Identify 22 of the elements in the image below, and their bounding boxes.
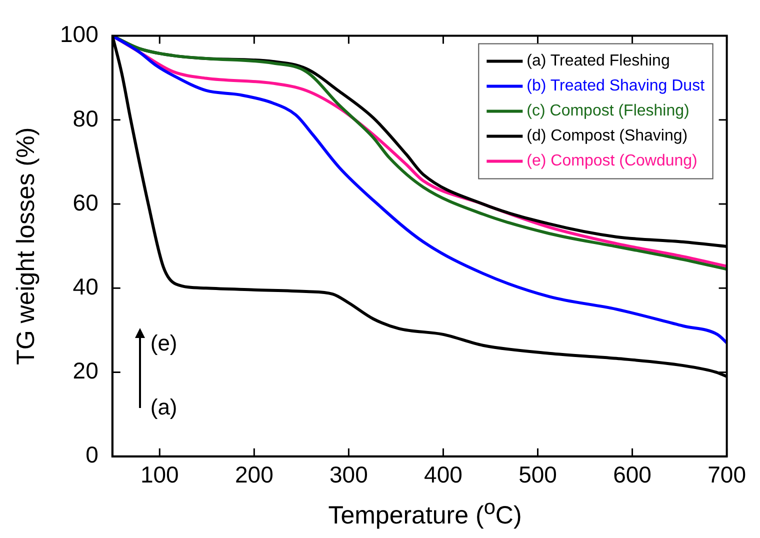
legend-label: (e) Compost (Cowdung) (526, 152, 698, 170)
x-tick-label: 200 (234, 462, 274, 488)
x-tick-label: 700 (708, 462, 746, 488)
y-tick-label: 40 (72, 274, 98, 300)
x-tick-label: 600 (613, 462, 652, 488)
legend-label: (a) Treated Fleshing (526, 52, 670, 70)
x-tick-label: 300 (330, 462, 368, 488)
y-tick-label: 80 (72, 105, 98, 132)
annotation: (e) (150, 330, 178, 356)
x-tick-label: 500 (518, 462, 557, 488)
legend-label: (d) Compost (Shaving) (526, 128, 688, 145)
annotation: (a) (150, 394, 178, 420)
legend-label: (b) Treated Shaving Dust (526, 78, 706, 95)
x-tick-label: 100 (140, 462, 179, 488)
y-axis-title: TG weight losses (%) (12, 127, 40, 365)
legend-label: (c) Compost (Fleshing) (526, 102, 690, 120)
y-tick-label: 0 (86, 442, 98, 468)
x-tick-label: 400 (424, 462, 462, 488)
y-tick-label: 20 (72, 358, 98, 384)
x-axis-title: Temperature ($^{o}$C) (327, 496, 523, 530)
y-tick-label: 100 (60, 21, 98, 48)
y-tick-label: 60 (72, 189, 98, 216)
